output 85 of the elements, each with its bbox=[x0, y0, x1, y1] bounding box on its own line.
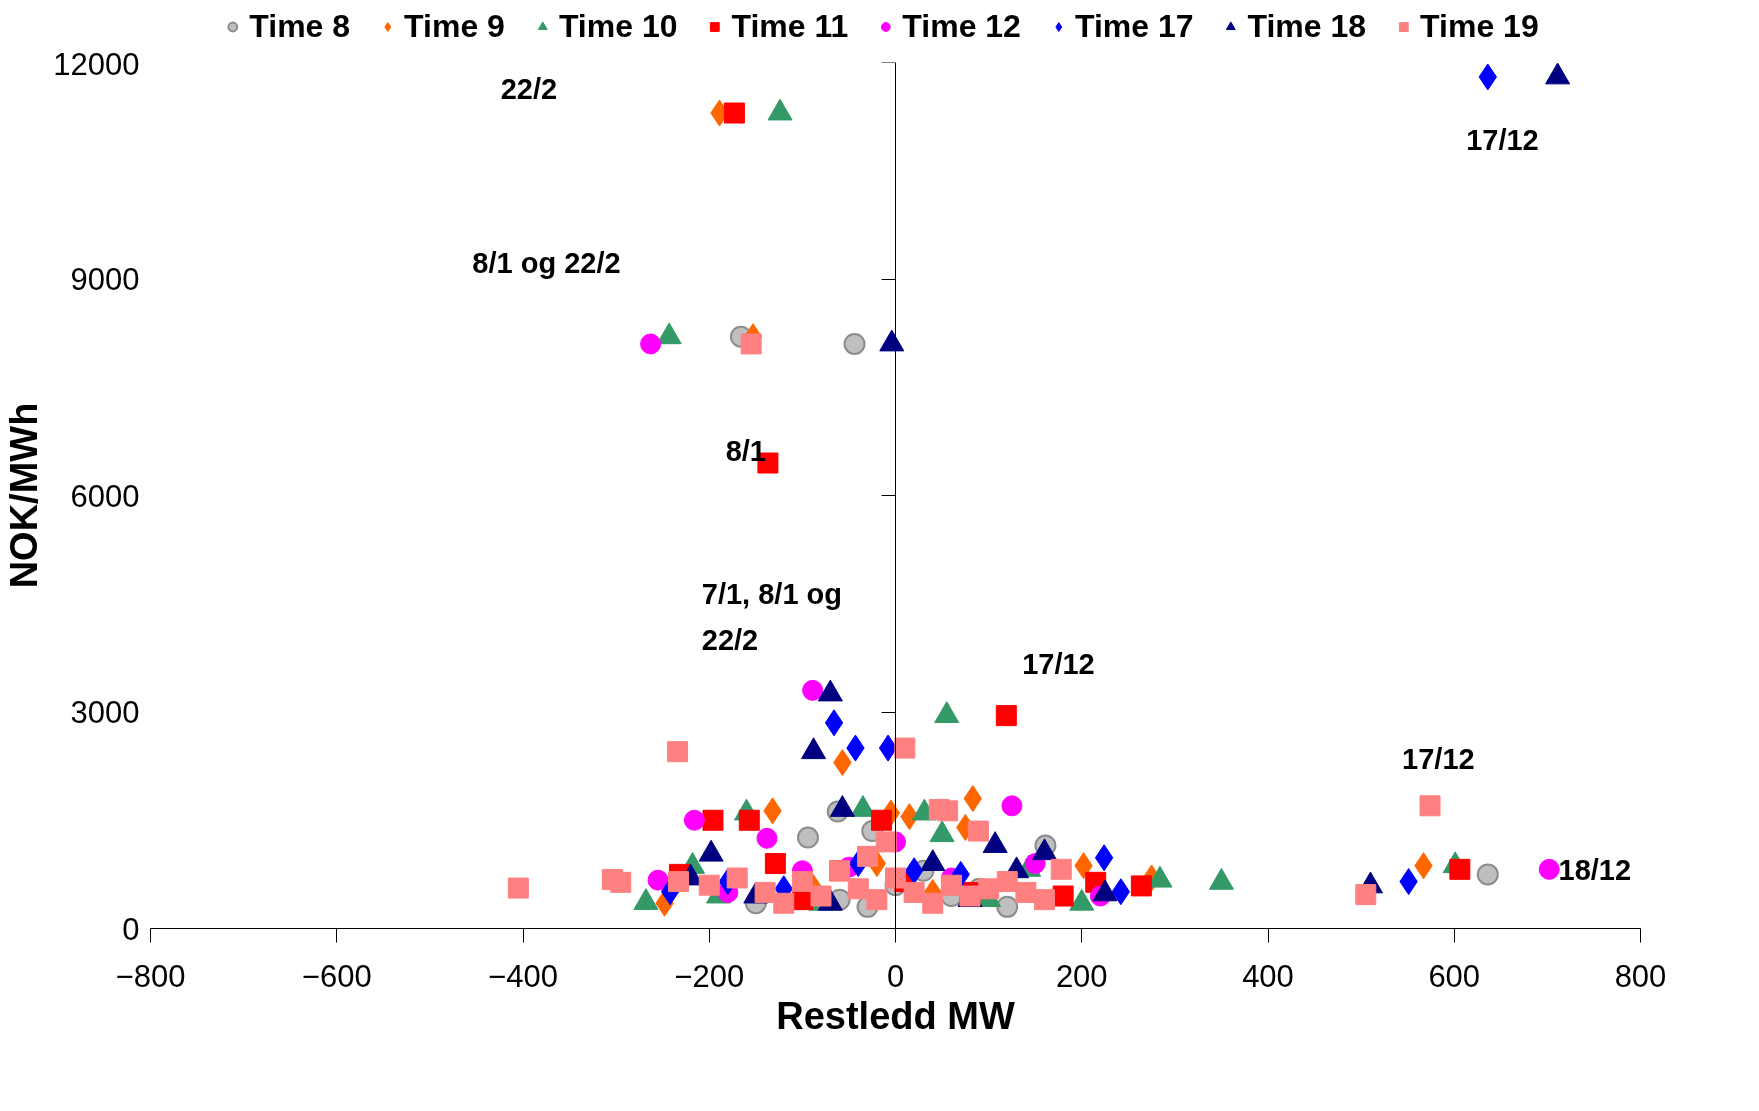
point bbox=[667, 741, 689, 763]
x-tick-label: 600 bbox=[1428, 958, 1481, 994]
point bbox=[773, 892, 795, 914]
point bbox=[647, 869, 669, 891]
point bbox=[894, 737, 916, 759]
point bbox=[995, 705, 1017, 727]
point bbox=[756, 827, 778, 849]
point bbox=[904, 857, 924, 885]
x-tick-label: 800 bbox=[1614, 958, 1667, 994]
annotation: 18/12 bbox=[1558, 853, 1632, 886]
y-tick-label: 6000 bbox=[70, 478, 140, 514]
x-tick-label: −800 bbox=[115, 958, 186, 994]
annotation: 7/1, 8/1 og 22/2 bbox=[701, 577, 843, 656]
legend-label: Time 18 bbox=[1247, 7, 1367, 45]
legend-label: Time 12 bbox=[902, 7, 1021, 45]
legend-label: Time 19 bbox=[1420, 7, 1539, 45]
y-tick-label: 9000 bbox=[70, 262, 140, 297]
point bbox=[1476, 863, 1499, 886]
x-tick-label: −200 bbox=[674, 958, 745, 994]
point bbox=[824, 709, 844, 737]
legend-label: Time 17 bbox=[1074, 7, 1194, 45]
point bbox=[940, 874, 962, 896]
point bbox=[996, 895, 1019, 918]
point bbox=[1034, 889, 1055, 911]
point bbox=[922, 892, 944, 914]
point bbox=[702, 809, 724, 831]
annotation: 22/2 bbox=[500, 73, 558, 106]
point bbox=[885, 867, 906, 889]
point bbox=[1094, 844, 1114, 872]
point bbox=[903, 881, 925, 903]
point bbox=[978, 878, 1000, 900]
point bbox=[967, 820, 989, 842]
point bbox=[1111, 878, 1131, 906]
point bbox=[754, 881, 776, 903]
point bbox=[668, 871, 690, 893]
point bbox=[810, 885, 832, 907]
point bbox=[1001, 795, 1023, 817]
point bbox=[610, 871, 632, 893]
point bbox=[698, 874, 720, 896]
x-tick-label: −600 bbox=[301, 958, 372, 994]
annotation: 17/12 bbox=[1466, 124, 1539, 157]
point bbox=[738, 809, 760, 831]
annotation: 17/12 bbox=[1402, 742, 1475, 775]
point bbox=[1052, 885, 1074, 907]
legend-label: Time 10 bbox=[558, 7, 678, 45]
point bbox=[507, 877, 529, 899]
x-tick-label: −400 bbox=[488, 958, 558, 994]
legend-label: Time 8 bbox=[249, 7, 351, 45]
point bbox=[683, 809, 705, 831]
legend-label: Time 9 bbox=[404, 7, 505, 45]
point bbox=[640, 333, 662, 355]
point bbox=[847, 878, 869, 900]
y-tick-label: 0 bbox=[122, 911, 140, 947]
point bbox=[791, 871, 813, 893]
point bbox=[875, 831, 897, 853]
point bbox=[1015, 881, 1037, 903]
point bbox=[796, 826, 819, 849]
y-tick-label: 3000 bbox=[70, 695, 140, 730]
point bbox=[726, 867, 748, 889]
point bbox=[1419, 795, 1441, 817]
point bbox=[1355, 884, 1377, 906]
point bbox=[1449, 858, 1471, 880]
point bbox=[740, 333, 762, 355]
annotation: 17/12 bbox=[1022, 647, 1095, 680]
y-tick-label: 12000 bbox=[53, 46, 140, 82]
x-tick-label: 0 bbox=[886, 958, 905, 994]
point bbox=[802, 679, 824, 701]
point bbox=[857, 845, 879, 867]
point bbox=[843, 332, 866, 355]
point bbox=[1050, 858, 1072, 880]
y-axis-title: NOK/MWh bbox=[3, 402, 46, 589]
x-tick-label: 400 bbox=[1242, 958, 1294, 994]
annotation: 8/1 bbox=[725, 435, 766, 468]
x-tick-label: 200 bbox=[1055, 958, 1108, 994]
annotation: 8/1 og 22/2 bbox=[472, 247, 621, 280]
point bbox=[937, 800, 959, 822]
point bbox=[764, 853, 786, 875]
point bbox=[996, 871, 1018, 893]
legend-label: Time 11 bbox=[731, 7, 849, 45]
x-axis-title: Restledd MW bbox=[776, 994, 1015, 1037]
point bbox=[1538, 858, 1560, 880]
point bbox=[871, 809, 893, 831]
point bbox=[723, 102, 745, 124]
point bbox=[866, 889, 888, 911]
point bbox=[1130, 875, 1152, 897]
